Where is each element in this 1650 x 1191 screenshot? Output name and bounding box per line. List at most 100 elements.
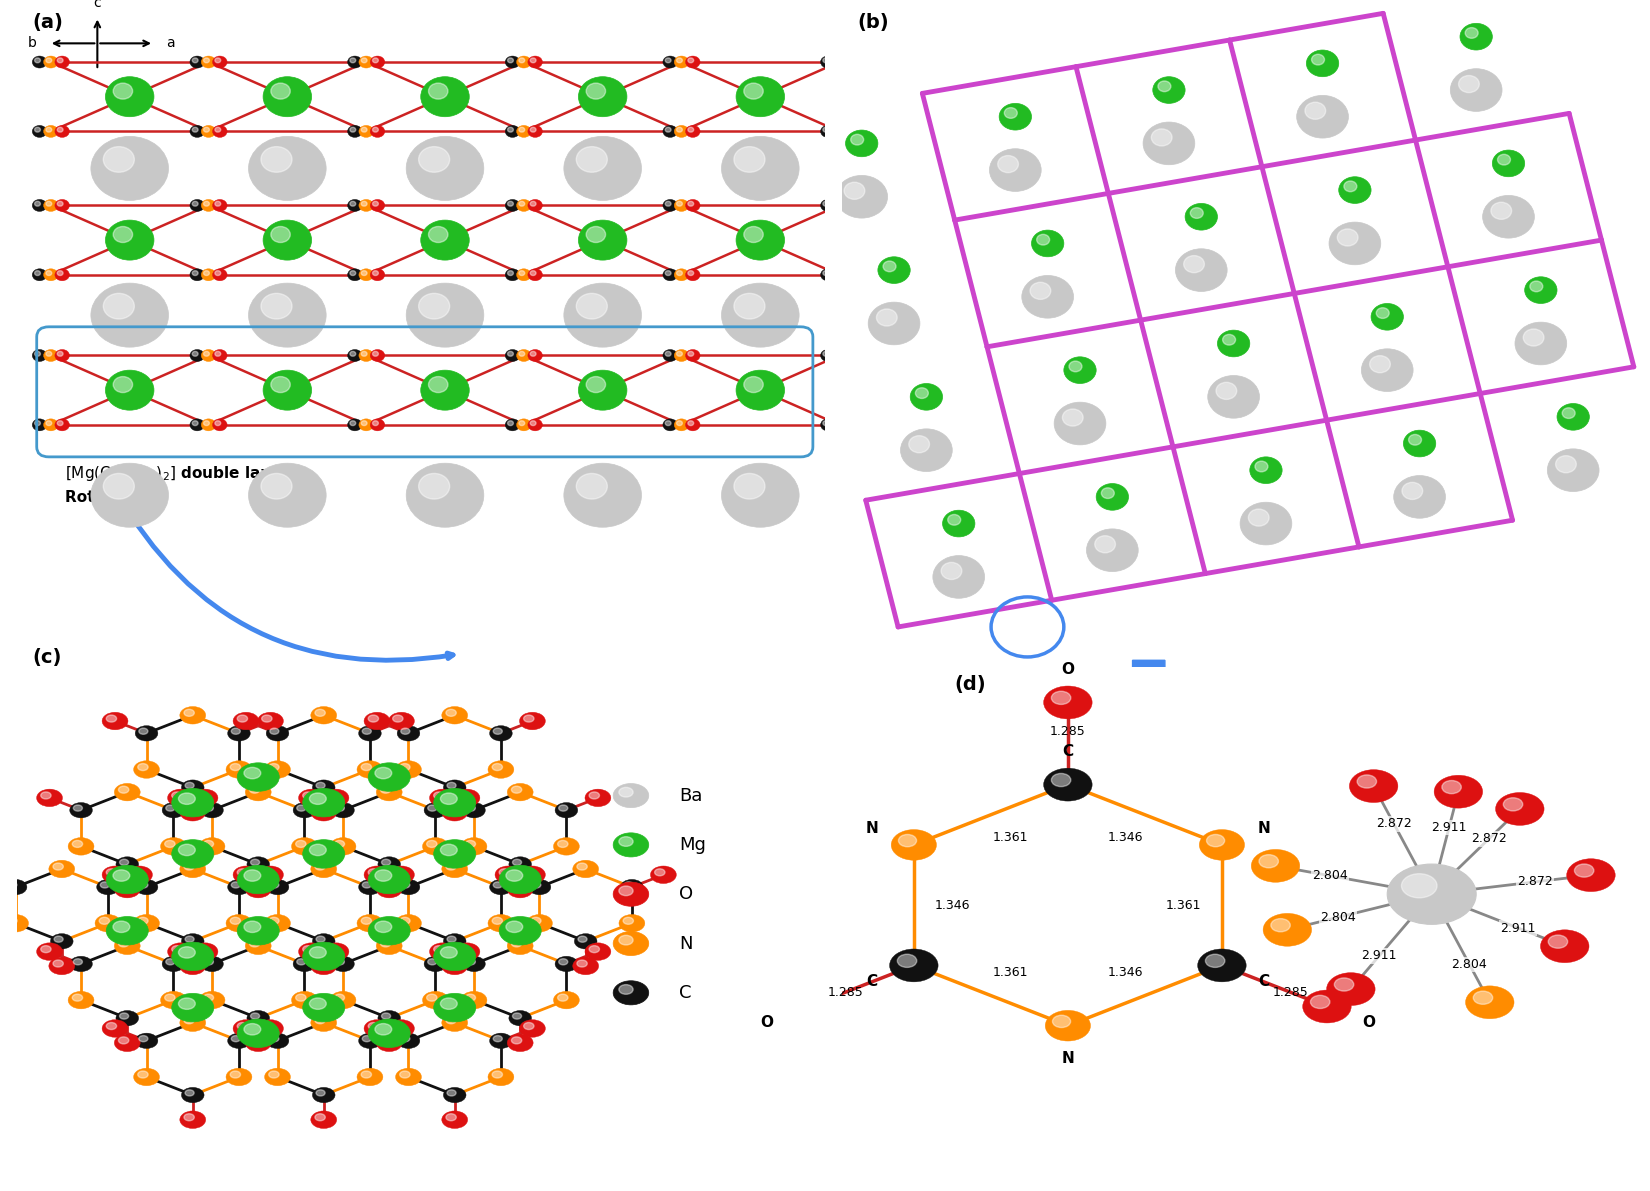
Circle shape (368, 868, 378, 875)
Circle shape (294, 803, 315, 818)
Circle shape (851, 135, 863, 145)
Circle shape (244, 921, 261, 933)
Circle shape (429, 943, 455, 960)
Circle shape (261, 146, 292, 173)
Circle shape (327, 792, 338, 799)
Circle shape (1208, 375, 1259, 418)
Circle shape (302, 840, 345, 868)
Circle shape (1063, 409, 1082, 426)
Circle shape (68, 837, 94, 855)
Text: N: N (866, 821, 878, 836)
Circle shape (104, 146, 134, 173)
Circle shape (832, 349, 846, 362)
Circle shape (302, 942, 345, 971)
Circle shape (43, 199, 58, 212)
Circle shape (54, 269, 69, 281)
Circle shape (200, 991, 224, 1009)
Circle shape (1175, 249, 1228, 292)
Circle shape (528, 879, 551, 894)
Circle shape (845, 351, 851, 356)
Circle shape (1434, 775, 1483, 809)
Circle shape (43, 125, 58, 137)
Circle shape (1096, 484, 1129, 510)
Circle shape (102, 866, 129, 884)
Circle shape (419, 146, 450, 173)
Circle shape (1530, 281, 1543, 292)
Circle shape (1548, 935, 1567, 948)
Circle shape (942, 510, 975, 537)
Circle shape (310, 804, 337, 821)
Circle shape (507, 1034, 533, 1052)
Circle shape (447, 782, 455, 788)
Circle shape (513, 859, 521, 866)
Circle shape (508, 127, 513, 132)
Text: (d): (d) (955, 675, 987, 694)
Circle shape (323, 790, 348, 806)
Circle shape (165, 841, 175, 848)
Circle shape (835, 351, 840, 356)
Text: N: N (1061, 1052, 1074, 1066)
Circle shape (512, 1037, 521, 1043)
Text: a: a (167, 37, 175, 50)
Circle shape (663, 419, 678, 431)
Circle shape (614, 931, 648, 955)
Circle shape (520, 712, 546, 730)
Text: $[\mathrm{Mg(C_3N_3O_3)_2}]$ double layer: $[\mathrm{Mg(C_3N_3O_3)_2}]$ double laye… (64, 463, 290, 482)
Circle shape (269, 763, 279, 771)
Circle shape (1370, 356, 1391, 373)
Circle shape (1256, 461, 1267, 472)
Circle shape (665, 420, 672, 425)
Circle shape (249, 884, 259, 890)
Circle shape (1401, 874, 1437, 898)
Circle shape (490, 1033, 512, 1048)
Circle shape (238, 1019, 279, 1048)
Circle shape (249, 1037, 259, 1043)
Circle shape (201, 125, 216, 137)
Circle shape (373, 420, 378, 425)
Text: c: c (94, 0, 101, 10)
Circle shape (368, 1019, 411, 1048)
Circle shape (932, 555, 985, 598)
Circle shape (35, 201, 40, 206)
Circle shape (505, 419, 520, 431)
Circle shape (832, 419, 846, 431)
Circle shape (262, 868, 272, 875)
Circle shape (419, 293, 450, 319)
Circle shape (688, 351, 693, 356)
Circle shape (398, 1033, 419, 1048)
Circle shape (378, 856, 401, 872)
Circle shape (119, 786, 129, 793)
Circle shape (91, 463, 168, 528)
Circle shape (447, 936, 455, 942)
Text: 1.361: 1.361 (1165, 899, 1201, 911)
Circle shape (178, 947, 195, 958)
Circle shape (203, 351, 210, 356)
Circle shape (310, 706, 337, 724)
Circle shape (1350, 769, 1398, 803)
Circle shape (114, 376, 132, 393)
Circle shape (190, 349, 205, 362)
Circle shape (375, 921, 391, 933)
Circle shape (401, 728, 409, 735)
Circle shape (508, 420, 513, 425)
Circle shape (1312, 55, 1325, 66)
Circle shape (676, 351, 683, 356)
Circle shape (350, 201, 356, 206)
Circle shape (213, 419, 228, 431)
Circle shape (271, 83, 290, 99)
Circle shape (429, 83, 447, 99)
Circle shape (531, 917, 541, 924)
Circle shape (373, 351, 378, 356)
Circle shape (573, 860, 599, 878)
Circle shape (348, 125, 361, 137)
Circle shape (249, 940, 259, 947)
Circle shape (1503, 798, 1523, 811)
Circle shape (843, 419, 858, 431)
Circle shape (1206, 954, 1224, 967)
Circle shape (832, 125, 846, 137)
Circle shape (106, 220, 153, 260)
Circle shape (1185, 204, 1218, 230)
Circle shape (1343, 181, 1356, 192)
Circle shape (315, 863, 325, 871)
Circle shape (442, 706, 467, 724)
